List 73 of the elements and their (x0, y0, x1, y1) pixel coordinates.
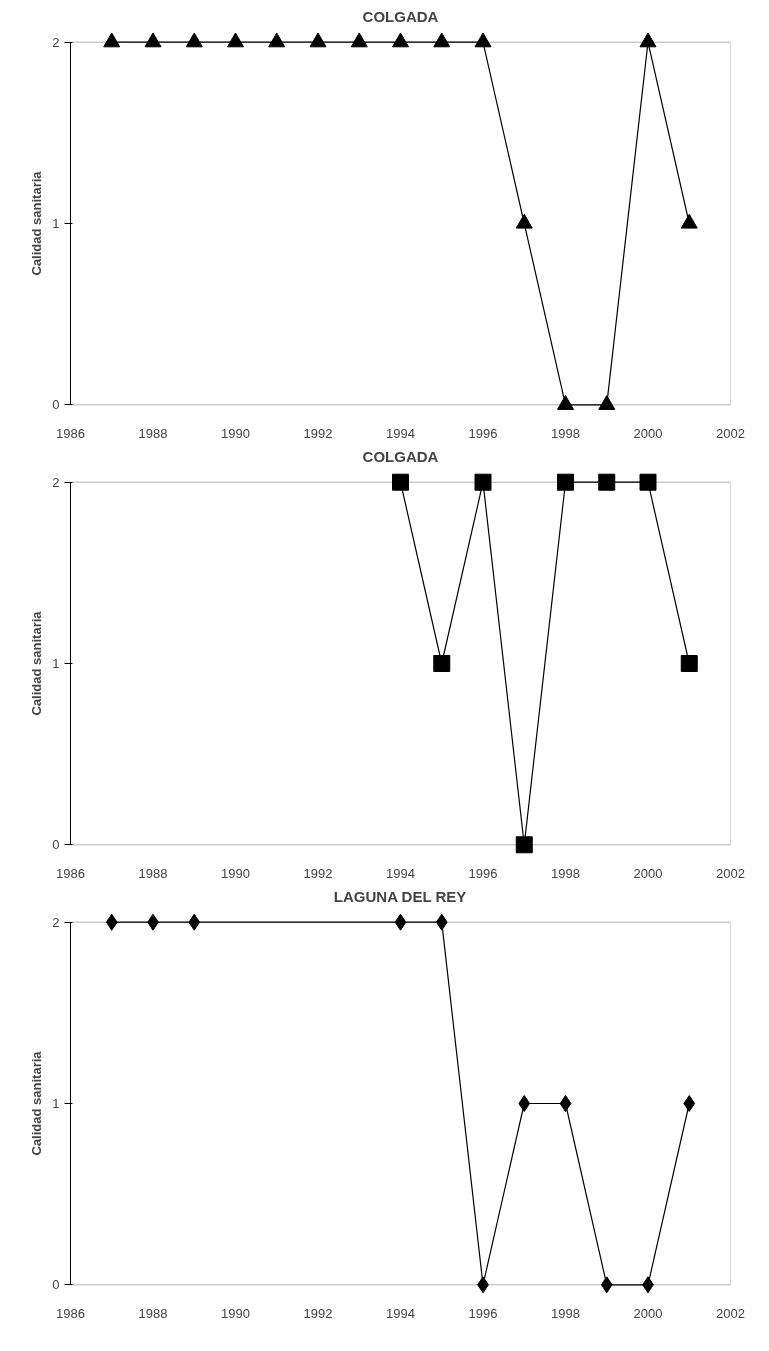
x-tick-label: 1994 (386, 1305, 415, 1321)
y-axis-title: Calidad sanitaria (29, 1050, 45, 1156)
point (680, 655, 698, 672)
x-tick-label: 1996 (468, 1305, 498, 1321)
chart-title: COLGADA (362, 447, 439, 465)
x-tick-label: 1990 (221, 1305, 250, 1321)
x-tick-label: 2002 (716, 425, 745, 441)
point (144, 32, 162, 48)
point (559, 1095, 572, 1112)
x-tick-label: 1998 (551, 865, 580, 881)
point (185, 32, 203, 48)
x-tick-label: 2002 (716, 1305, 745, 1321)
point (392, 32, 409, 48)
y-tick-label: 1 (52, 216, 60, 231)
point (598, 473, 616, 491)
x-tick-label: 1986 (56, 425, 85, 441)
x-tick-label: 2002 (716, 865, 745, 881)
x-tick-label: 1990 (221, 865, 250, 881)
x-tick-label: 1992 (303, 1305, 333, 1321)
y-tick-label: 1 (52, 656, 60, 671)
x-tick-label: 1998 (551, 1305, 580, 1321)
x-tick-label: 1988 (138, 1305, 168, 1321)
point (639, 32, 657, 48)
point (515, 836, 533, 854)
point (435, 913, 448, 931)
chart-title: LAGUNA DEL REY (333, 887, 467, 905)
y-axis-title: Calidad sanitaria (29, 170, 45, 276)
point (598, 395, 616, 410)
point (105, 913, 118, 931)
x-tick-label: 1998 (551, 425, 580, 441)
x-tick-label: 1992 (303, 425, 333, 441)
point (600, 1276, 613, 1294)
x-tick-label: 1986 (56, 1305, 85, 1321)
point (309, 32, 327, 48)
point (518, 1095, 531, 1112)
x-tick-label: 1994 (386, 425, 415, 441)
point (557, 473, 574, 491)
point (350, 32, 368, 48)
x-tick-label: 1988 (138, 425, 168, 441)
y-tick-label: 2 (52, 34, 60, 50)
y-tick-label: 2 (52, 914, 60, 930)
x-tick-label: 1992 (303, 865, 333, 881)
point (268, 32, 286, 48)
point (227, 32, 244, 48)
point (515, 213, 533, 229)
y-tick-label: 1 (52, 1096, 60, 1111)
point (639, 473, 657, 491)
x-tick-label: 2000 (633, 1305, 663, 1321)
point (394, 913, 407, 931)
point (103, 32, 121, 48)
x-tick-label: 1996 (468, 425, 498, 441)
x-tick-label: 1988 (138, 865, 168, 881)
point (392, 473, 409, 491)
x-tick-label: 2000 (633, 865, 663, 881)
point (433, 655, 451, 672)
point (683, 1095, 696, 1112)
point (557, 395, 574, 410)
point (680, 213, 698, 229)
x-tick-label: 1990 (221, 425, 250, 441)
x-tick-label: 1996 (468, 865, 498, 881)
y-tick-label: 0 (52, 837, 60, 853)
y-tick-label: 0 (52, 1277, 60, 1293)
y-axis-title: Calidad sanitaria (29, 610, 45, 716)
y-tick-label: 0 (52, 397, 60, 413)
point (474, 32, 492, 48)
chart-title: COLGADA (362, 7, 439, 25)
x-tick-label: 2000 (633, 425, 663, 441)
point (188, 913, 201, 931)
x-tick-label: 1986 (56, 865, 85, 881)
y-tick-label: 2 (52, 474, 60, 490)
point (433, 32, 451, 48)
point (474, 473, 492, 491)
x-tick-label: 1994 (386, 865, 415, 881)
